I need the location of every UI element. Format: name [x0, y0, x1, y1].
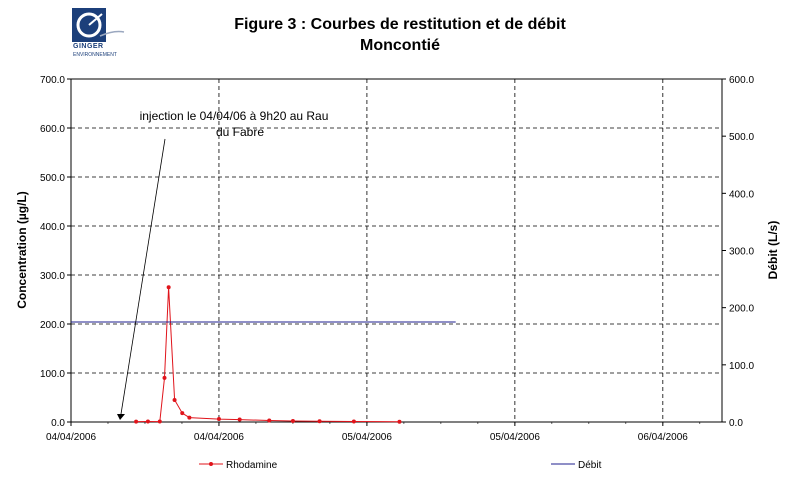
y-tick-label: 0.0: [51, 418, 65, 429]
rhodamine-point: [134, 419, 139, 424]
rhodamine-point: [180, 411, 185, 416]
rhodamine-point: [317, 419, 322, 424]
y2-tick-label: 500.0: [729, 132, 754, 143]
rhodamine-point: [187, 415, 192, 420]
rhodamine-point: [162, 375, 167, 380]
rhodamine-point: [267, 418, 272, 423]
chart-title-line1: Figure 3 : Courbes de restitution et de …: [234, 16, 566, 33]
chart-title: Figure 3 : Courbes de restitution et de …: [160, 14, 640, 56]
y2-tick-label: 200.0: [729, 304, 754, 315]
rhodamine-point: [397, 419, 402, 424]
x-tick-label: 04/04/2006: [46, 432, 96, 443]
annotation-line2: du Fabre: [216, 125, 264, 139]
rhodamine-point: [351, 419, 356, 424]
y-tick-label: 100.0: [40, 369, 65, 380]
legend: Rhodamine Débit: [199, 460, 602, 471]
plot-area-frame: [70, 78, 723, 423]
rhodamine-point: [290, 419, 295, 424]
left-axis-ticks: 0.0 100.0 200.0 300.0 400.0 500.0 600.0 700.0: [40, 75, 71, 429]
y-axis-label: Concentration (µg/L): [15, 191, 29, 309]
annotation-line1: injection le 04/04/06 à 9h20 au Rau: [140, 109, 329, 123]
logo-name: GINGER: [73, 43, 104, 50]
rhodamine-point: [216, 417, 221, 422]
series-layer: [71, 285, 456, 424]
rhodamine-point: [145, 419, 150, 424]
y2-tick-label: 600.0: [729, 75, 754, 86]
annotation-arrowhead: [117, 414, 125, 420]
x-tick-label: 05/04/2006: [342, 432, 392, 443]
x-tick-label: 06/04/2006: [638, 432, 688, 443]
injection-annotation: injection le 04/04/06 à 9h20 au Rau du F…: [117, 109, 328, 420]
legend-label-debit: Débit: [578, 460, 602, 471]
rhodamine-point: [172, 397, 177, 402]
rhodamine-point: [157, 419, 162, 424]
y2-tick-label: 400.0: [729, 189, 754, 200]
x-tick-label: 04/04/2006: [194, 432, 244, 443]
x-axis-ticks: 04/04/2006 04/04/2006 05/04/2006 05/04/2006…: [46, 422, 701, 443]
y-tick-label: 500.0: [40, 173, 65, 184]
y-tick-label: 200.0: [40, 320, 65, 331]
y2-tick-label: 0.0: [729, 418, 743, 429]
logo-mark: [72, 8, 125, 42]
y2-tick-label: 300.0: [729, 247, 754, 258]
grid-lines: [71, 79, 722, 422]
rhodamine-point: [166, 285, 171, 290]
right-axis-ticks: 0.0 100.0 200.0 300.0 400.0 500.0 600.0: [722, 75, 754, 429]
annotation-arrow: [120, 138, 166, 415]
legend-marker-rhodamine: [209, 462, 213, 466]
rhodamine-point: [237, 417, 242, 422]
y-tick-label: 700.0: [40, 75, 65, 86]
y2-axis-label: Débit (L/s): [766, 221, 780, 280]
legend-label-rhodamine: Rhodamine: [226, 460, 278, 471]
y2-tick-label: 100.0: [729, 361, 754, 372]
logo-subtitle: ENVIRONNEMENT: [73, 52, 117, 58]
y-tick-label: 400.0: [40, 222, 65, 233]
chart-title-line2: Moncontié: [360, 37, 440, 54]
x-tick-label: 05/04/2006: [490, 432, 540, 443]
y-tick-label: 300.0: [40, 271, 65, 282]
y-tick-label: 600.0: [40, 124, 65, 135]
